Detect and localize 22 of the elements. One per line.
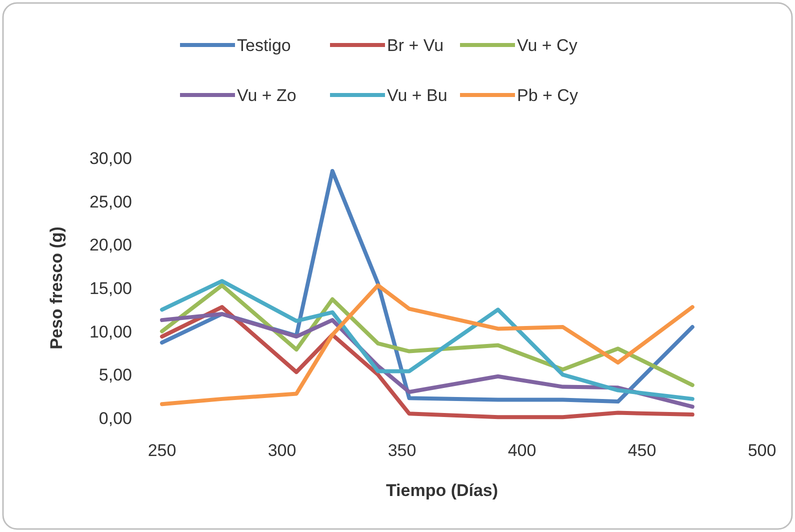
y-tick-label: 15,00 xyxy=(89,278,132,298)
line-series xyxy=(160,305,694,420)
x-tick-label: 300 xyxy=(268,441,296,460)
y-tick-label: 30,00 xyxy=(89,148,132,168)
x-tick-label: 450 xyxy=(628,441,656,460)
y-tick-label: 10,00 xyxy=(89,322,132,342)
legend-label: Pb + Cy xyxy=(517,86,578,105)
y-tick-label: 5,00 xyxy=(98,366,132,385)
x-axis-title: Tiempo (Días) xyxy=(386,481,498,500)
legend-label: Testigo xyxy=(237,36,291,55)
y-tick-label: 0,00 xyxy=(98,408,132,428)
x-tick-label: 500 xyxy=(748,441,776,460)
x-tick-label: 400 xyxy=(508,441,536,460)
x-tick-label: 250 xyxy=(148,441,176,460)
legend-label: Vu + Cy xyxy=(517,36,578,55)
y-axis-title: Peso fresco (g) xyxy=(47,226,66,350)
x-tick-label: 350 xyxy=(388,441,416,460)
y-tick-label: 20,00 xyxy=(89,236,132,255)
legend-label: Vu + Zo xyxy=(237,86,296,105)
legend-label: Vu + Bu xyxy=(387,86,448,105)
legend-label: Br + Vu xyxy=(387,36,444,55)
y-tick-label: 25,00 xyxy=(89,192,132,212)
